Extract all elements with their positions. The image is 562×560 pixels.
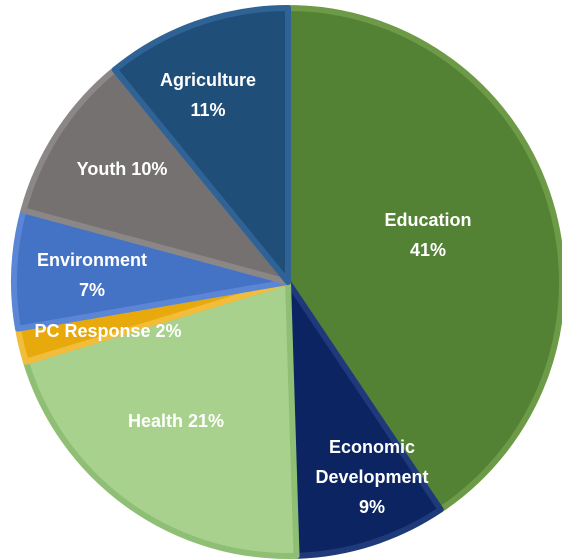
pie-label-environment: 7% [79,280,105,300]
pie-label-education: 41% [410,240,446,260]
pie-slice-agriculture [111,5,291,285]
pie-slice-youth [20,66,291,285]
pie-label-agriculture: Agriculture [160,70,256,90]
pie-label-education: Education [384,210,471,230]
pie-label-pc-response: PC Response 2% [34,321,181,341]
pie-slice-education [285,5,562,513]
pie-label-economic-development: Economic [329,437,415,457]
pie-label-environment: Environment [37,250,147,270]
pie-label-youth: Youth 10% [77,159,168,179]
pie-slice-economic-development [285,279,444,559]
pie-slice-health [22,279,300,559]
pie-label-economic-development: 9% [359,497,385,517]
pie-label-agriculture: 11% [190,100,225,120]
pie-label-health: Health 21% [128,411,224,431]
pie-label-economic-development: Development [315,467,428,487]
